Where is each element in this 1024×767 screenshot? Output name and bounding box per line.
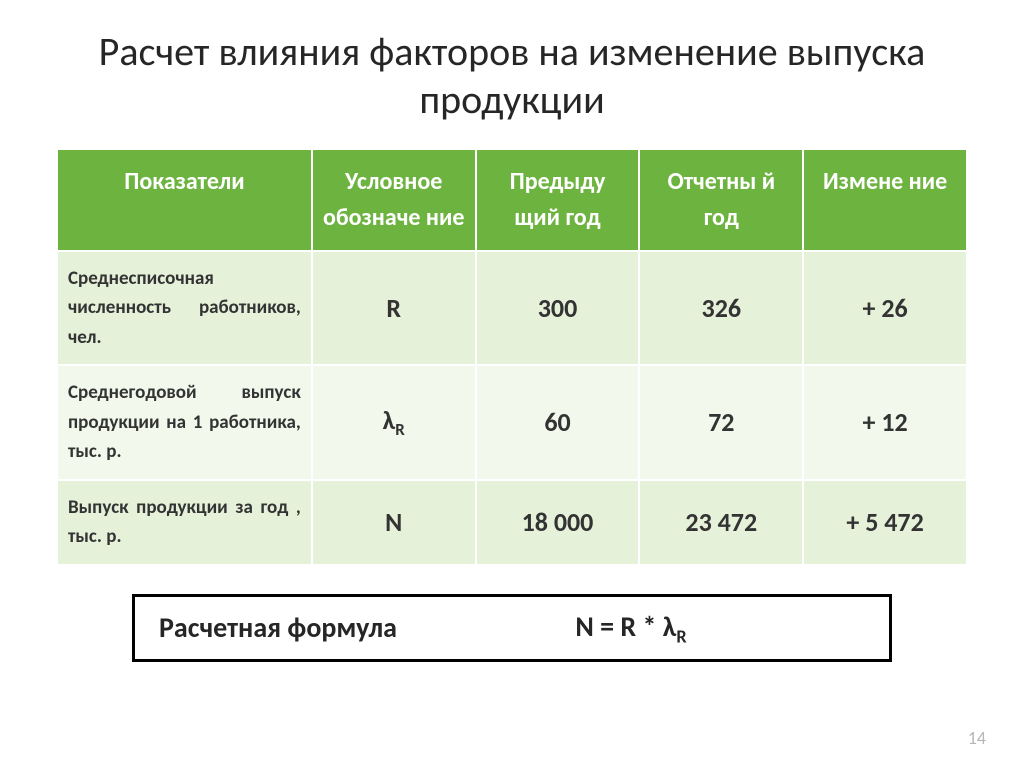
col-header: Показатели bbox=[57, 149, 312, 251]
delta-value: + 12 bbox=[803, 365, 967, 479]
indicator-label: Среднесписочная численность работников, … bbox=[57, 251, 312, 365]
formula-label: Расчетная формула bbox=[159, 610, 397, 645]
indicator-label: Среднегодовой выпуск продукции на 1 рабо… bbox=[57, 365, 312, 479]
indicator-symbol: λR bbox=[312, 365, 476, 479]
delta-value: + 26 bbox=[803, 251, 967, 365]
table-row: Выпуск продукции за год , тыс. р. N 18 0… bbox=[57, 480, 967, 565]
curr-value: 72 bbox=[639, 365, 803, 479]
table-header-row: Показатели Условное обозначе ние Предыду… bbox=[57, 149, 967, 251]
table-row: Среднесписочная численность работников, … bbox=[57, 251, 967, 365]
indicator-label: Выпуск продукции за год , тыс. р. bbox=[57, 480, 312, 565]
page-number: 14 bbox=[968, 727, 986, 749]
slide: Расчет влияния факторов на изменение вып… bbox=[0, 0, 1024, 767]
delta-value: + 5 472 bbox=[803, 480, 967, 565]
formula-box: Расчетная формула N = R * λR bbox=[132, 594, 892, 663]
curr-value: 23 472 bbox=[639, 480, 803, 565]
prev-value: 18 000 bbox=[476, 480, 640, 565]
col-header: Предыду щий год bbox=[476, 149, 640, 251]
slide-title: Расчет влияния факторов на изменение вып… bbox=[56, 28, 968, 124]
col-header: Отчетны й год bbox=[639, 149, 803, 251]
factors-table: Показатели Условное обозначе ние Предыду… bbox=[56, 148, 968, 566]
col-header: Условное обозначе ние bbox=[312, 149, 476, 251]
curr-value: 326 bbox=[639, 251, 803, 365]
indicator-symbol: N bbox=[312, 480, 476, 565]
indicator-symbol: R bbox=[312, 251, 476, 365]
prev-value: 60 bbox=[476, 365, 640, 479]
formula-expression: N = R * λR bbox=[397, 609, 865, 648]
table-row: Среднегодовой выпуск продукции на 1 рабо… bbox=[57, 365, 967, 479]
prev-value: 300 bbox=[476, 251, 640, 365]
col-header: Измене ние bbox=[803, 149, 967, 251]
